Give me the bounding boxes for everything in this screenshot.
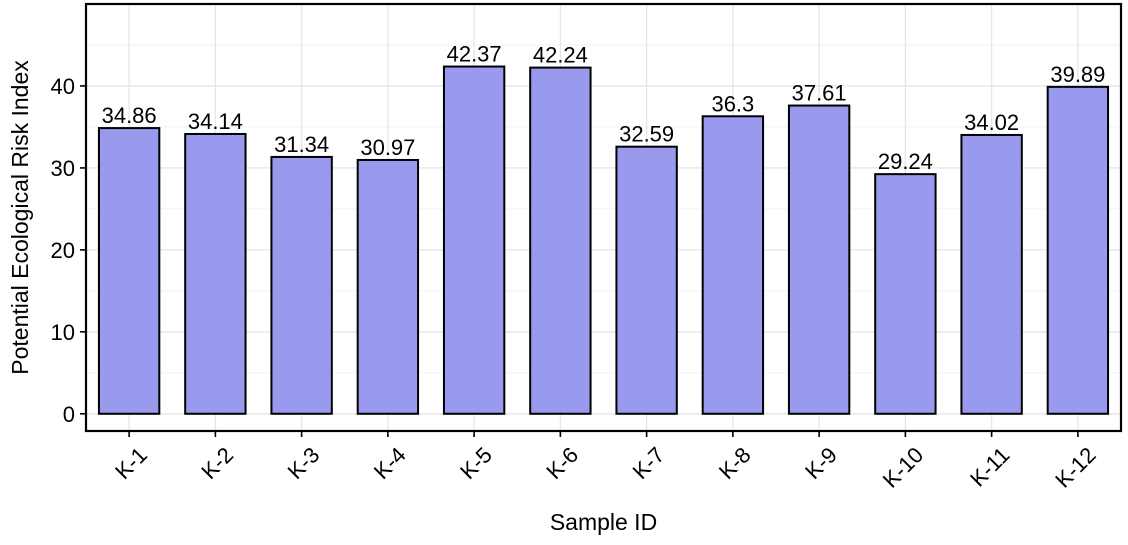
plot-panel-border (84, 2, 1123, 433)
x-tick-label: K-5 (455, 442, 497, 484)
data-label-k-2: 34.14 (188, 109, 243, 134)
x-tick-label: K-12 (1050, 442, 1101, 493)
y-tick-label: 0 (63, 402, 75, 427)
y-tick-label: 30 (51, 156, 75, 181)
x-tick-label: K-3 (283, 442, 325, 484)
bar-k-9 (787, 104, 851, 415)
y-tick-label: 10 (51, 320, 75, 345)
bar-k-11 (960, 133, 1023, 415)
bar-k-8 (701, 115, 765, 415)
data-label-k-12: 39.89 (1050, 62, 1105, 87)
data-label-k-3: 31.34 (274, 132, 329, 157)
bar-k-2 (184, 132, 247, 415)
data-labels: 34.86 34.14 31.34 30.97 42.37 42.24 32.59 36.3 3… (102, 42, 1106, 175)
x-axis: K-1 K-2 K-3 K-4 K-5 K-6 K-7 K-8 K-9 K-10 K-11 K-12 (110, 431, 1101, 493)
bars (97, 65, 1110, 415)
x-tick-label: K-4 (369, 442, 411, 484)
x-tick-label: K-1 (110, 442, 152, 484)
bar-k-12 (1046, 85, 1110, 415)
data-label-k-8: 36.3 (711, 91, 754, 116)
x-tick-label: K-11 (965, 442, 1014, 491)
data-label-k-9: 37.61 (792, 81, 847, 106)
bar-k-7 (615, 145, 678, 415)
data-label-k-11: 34.02 (964, 110, 1019, 135)
x-axis-title: Sample ID (550, 509, 657, 535)
bar-k-3 (270, 155, 333, 415)
y-tick-label: 40 (51, 74, 75, 99)
bar-k-5 (442, 65, 506, 415)
data-label-k-5: 42.37 (447, 42, 502, 67)
x-tick-label: K-6 (541, 442, 583, 484)
x-tick-label: K-7 (628, 442, 670, 484)
data-label-k-6: 42.24 (533, 43, 588, 68)
y-axis: 0 10 20 30 40 (51, 74, 86, 427)
data-label-k-4: 30.97 (360, 135, 415, 160)
x-tick-label: K-2 (196, 442, 238, 484)
data-label-k-1: 34.86 (102, 103, 157, 128)
bar-k-1 (97, 127, 161, 415)
y-axis-title: Potential Ecological Risk Index (7, 60, 33, 375)
bar-k-4 (356, 158, 420, 415)
x-tick-label: K-8 (714, 442, 756, 484)
data-label-k-10: 29.24 (878, 149, 933, 174)
bar-k-6 (529, 66, 592, 415)
x-tick-label: K-9 (800, 442, 842, 484)
data-label-k-7: 32.59 (619, 122, 674, 147)
bar-k-10 (874, 173, 937, 415)
x-tick-label: K-10 (878, 442, 929, 493)
y-tick-label: 20 (51, 238, 75, 263)
